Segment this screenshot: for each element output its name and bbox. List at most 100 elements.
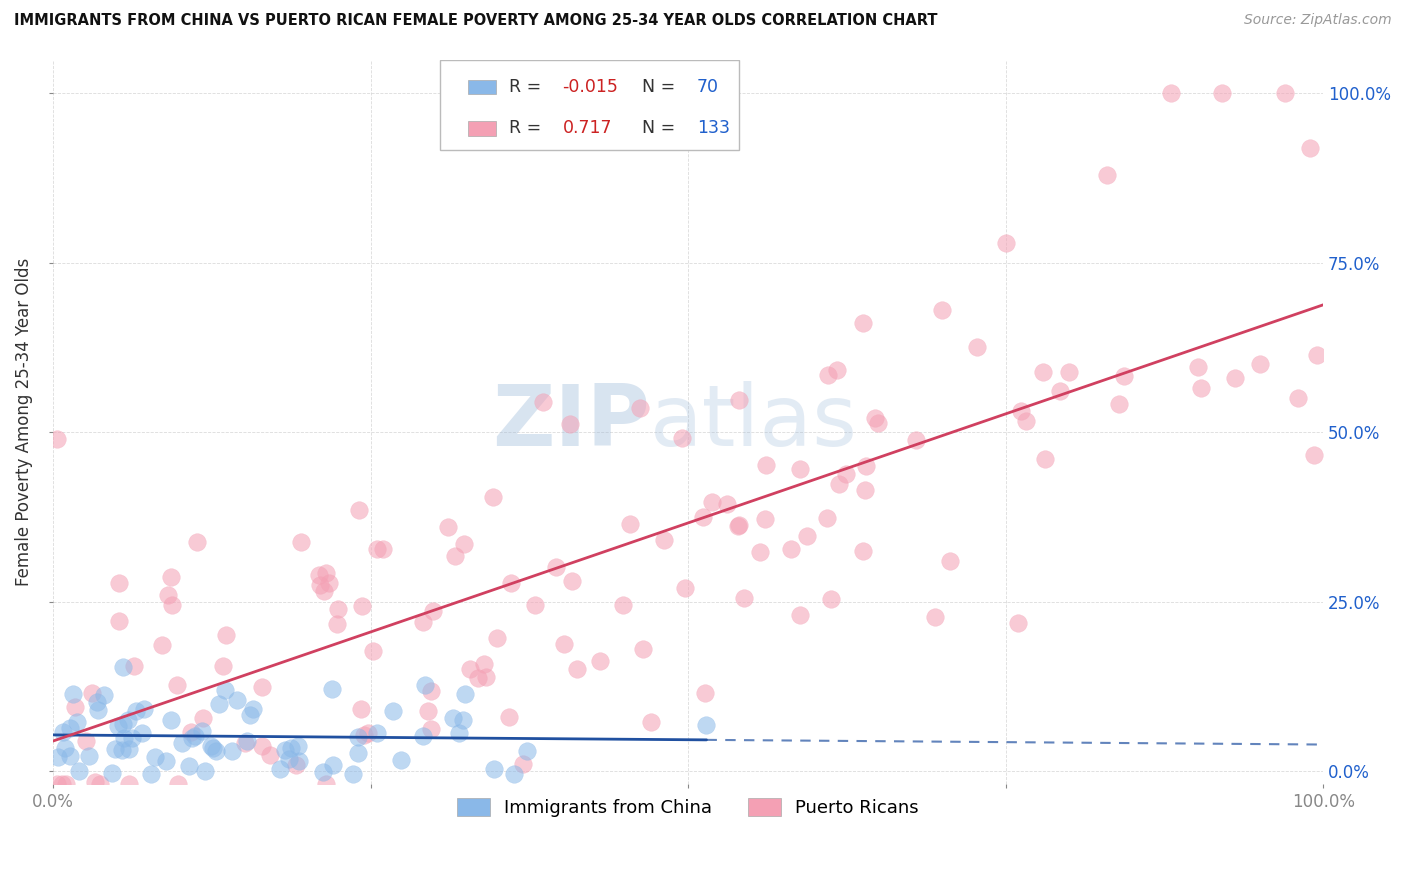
- Point: [716, 497, 738, 511]
- Point: [1007, 615, 1029, 630]
- Point: [1306, 348, 1329, 362]
- Point: [561, 574, 583, 589]
- Point: [180, 724, 202, 739]
- Text: atlas: atlas: [650, 381, 858, 464]
- Point: [200, 739, 222, 754]
- Point: [1015, 414, 1038, 428]
- Point: [66, 714, 89, 729]
- Point: [312, 764, 335, 779]
- Point: [314, 584, 336, 599]
- Point: [285, 757, 308, 772]
- Point: [211, 658, 233, 673]
- Point: [780, 542, 803, 557]
- Point: [1010, 404, 1032, 418]
- Point: [865, 411, 887, 425]
- Point: [382, 704, 405, 718]
- Point: [412, 615, 434, 630]
- Point: [1112, 368, 1135, 383]
- Point: [278, 751, 301, 765]
- Point: [143, 750, 166, 764]
- Point: [453, 537, 475, 551]
- Point: [567, 662, 589, 676]
- FancyBboxPatch shape: [468, 121, 496, 136]
- Point: [157, 588, 180, 602]
- Point: [482, 490, 505, 504]
- Point: [931, 303, 953, 318]
- Text: 133: 133: [697, 120, 730, 137]
- Point: [612, 598, 634, 612]
- Point: [693, 686, 716, 700]
- Point: [236, 733, 259, 747]
- Point: [1189, 381, 1212, 395]
- Point: [523, 599, 546, 613]
- Point: [498, 709, 520, 723]
- Point: [1211, 87, 1233, 101]
- Point: [315, 777, 337, 791]
- Point: [111, 660, 134, 674]
- Point: [1286, 392, 1309, 406]
- Point: [122, 658, 145, 673]
- Point: [419, 722, 441, 736]
- Point: [1033, 452, 1056, 467]
- Point: [412, 729, 434, 743]
- Point: [250, 739, 273, 754]
- Point: [1108, 397, 1130, 411]
- Point: [288, 754, 311, 768]
- Point: [454, 687, 477, 701]
- Text: R =: R =: [509, 120, 547, 137]
- Text: N =: N =: [643, 78, 681, 96]
- Point: [512, 756, 534, 771]
- Point: [318, 575, 340, 590]
- Point: [46, 777, 69, 791]
- Point: [201, 741, 224, 756]
- Point: [67, 764, 90, 779]
- Point: [820, 592, 842, 607]
- Point: [825, 362, 848, 376]
- Point: [274, 743, 297, 757]
- Point: [789, 461, 811, 475]
- Point: [179, 758, 201, 772]
- Point: [112, 717, 135, 731]
- Point: [326, 617, 349, 632]
- FancyBboxPatch shape: [440, 60, 740, 150]
- Point: [467, 672, 489, 686]
- Point: [1223, 371, 1246, 385]
- Point: [366, 542, 388, 557]
- Point: [796, 529, 818, 543]
- Point: [46, 750, 69, 764]
- Point: [62, 687, 84, 701]
- Point: [834, 467, 856, 481]
- Point: [789, 607, 811, 622]
- Point: [51, 777, 73, 791]
- Point: [828, 477, 851, 491]
- Point: [702, 495, 724, 509]
- FancyBboxPatch shape: [468, 80, 496, 95]
- Point: [167, 777, 190, 791]
- Point: [458, 662, 481, 676]
- Point: [215, 628, 238, 642]
- Point: [416, 705, 439, 719]
- Point: [159, 570, 181, 584]
- Point: [482, 762, 505, 776]
- Point: [322, 758, 344, 772]
- Point: [444, 549, 467, 563]
- Point: [695, 718, 717, 732]
- Point: [84, 774, 107, 789]
- Point: [671, 431, 693, 445]
- Point: [852, 543, 875, 558]
- Point: [124, 704, 146, 718]
- Point: [79, 749, 101, 764]
- Point: [308, 567, 330, 582]
- Text: N =: N =: [643, 120, 681, 137]
- Point: [357, 725, 380, 739]
- Point: [673, 581, 696, 595]
- Point: [815, 511, 838, 525]
- Point: [160, 598, 183, 612]
- Point: [727, 518, 749, 533]
- Point: [754, 512, 776, 526]
- Point: [309, 578, 332, 592]
- Point: [754, 458, 776, 473]
- Point: [939, 553, 962, 567]
- Point: [619, 516, 641, 531]
- Point: [361, 643, 384, 657]
